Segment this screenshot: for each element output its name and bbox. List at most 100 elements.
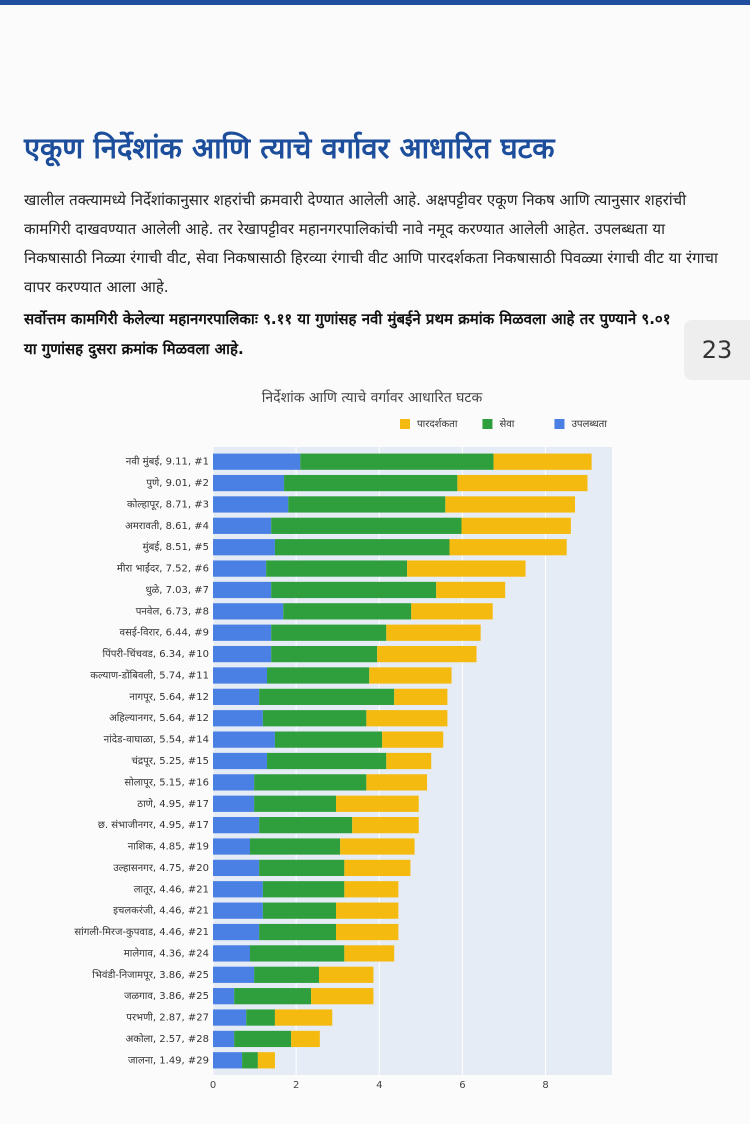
bar-segment [254,795,337,812]
bar-segment [213,517,272,534]
y-tick-label: अमरावती, 8.61, #4 [125,520,209,532]
bar-segment [254,966,319,983]
bar-segment [259,923,337,941]
bar-segment [213,988,235,1005]
y-tick-label: नाशिक, 4.85, #19 [128,841,209,853]
bar-segment [262,710,367,727]
bar-segment [366,774,428,791]
bar-segment [246,1009,275,1026]
bar-segment [213,624,272,641]
bar-segment [288,496,446,513]
y-tick-label: मालेगाव, 4.36, #24 [124,947,209,959]
bar-segment [213,731,275,748]
y-tick-label: अहिल्यानगर, 5.64, #12 [109,712,209,724]
bar-segment [213,1052,243,1069]
legend-swatch [400,419,410,429]
y-tick-label: जळगाव, 3.86, #25 [124,991,209,1002]
y-tick-label: इचलकरंजी, 4.46, #21 [113,905,209,917]
bar-segment [213,795,255,812]
x-tick-label: 0 [210,1080,216,1091]
y-tick-label: कोल्हापूर, 8.71, #3 [127,498,209,510]
y-tick-label: वसई-विरार, 6.44, #9 [120,627,209,639]
bar-segment [213,539,275,556]
bar-segment [340,838,415,855]
bar-segment [344,945,395,962]
highlight: सर्वोत्तम कामगिरी केलेल्या महानगरपालिकाः… [24,310,671,358]
bar-segment [213,1030,235,1048]
paragraph: खालील तक्त्यामध्ये निर्देशांकानुसार शहरा… [24,191,718,296]
y-tick-label: सोलापूर, 5.15, #16 [124,776,209,788]
bar-segment [267,667,370,684]
y-tick-label: पुणे, 9.01, #2 [146,477,209,489]
y-tick-label: अकोला, 2.57, #28 [126,1033,209,1045]
bar-segment [213,838,250,855]
legend-swatch [482,419,493,429]
chart-title: निर्देशांक आणि त्याचे वर्गावर आधारित घटक [262,389,483,406]
bar-segment [213,902,263,919]
bar-segment [213,645,272,663]
x-tick-label: 2 [293,1080,299,1091]
bar-segment [262,881,345,898]
legend-swatch [554,419,565,429]
bar-segment [213,945,250,962]
bar-segment [344,881,399,898]
bar-segment [436,581,506,599]
bar-segment [234,1030,292,1048]
bar-segment [284,474,458,492]
bar-segment [271,624,387,641]
y-tick-label: जालना, 1.49, #29 [128,1055,209,1066]
bar-segment [213,710,263,727]
bar-segment [271,581,437,599]
bar-segment [213,774,255,791]
bar-segment [213,881,263,898]
x-tick-label: 8 [542,1080,548,1091]
y-tick-label: कल्याण-डोंबिवली, 5.74, #11 [90,669,209,681]
bar-segment [283,603,412,620]
bar-segment [382,731,444,748]
bar-segment [213,1009,247,1026]
bar-segment [300,453,494,470]
top-bar [0,0,750,5]
bar-segment [259,859,345,877]
y-tick-label: मुंबई, 8.51, #5 [143,541,209,553]
bar-segment [249,838,341,855]
bar-segment [257,1052,275,1069]
bar-segment [377,645,477,663]
bar-segment [213,752,268,770]
bar-segment [213,474,285,492]
y-tick-label: भिवंडी-निजामपूर, 3.86, #25 [92,969,209,981]
bar-segment [369,667,452,684]
x-tick-label: 6 [459,1080,465,1091]
bar-segment [336,923,399,941]
bar-segment [259,688,395,705]
y-tick-label: लातूर, 4.46, #21 [134,884,209,895]
bar-segment [394,688,448,705]
bar-segment [249,945,345,962]
bar-segment [274,1009,333,1026]
bar-segment [213,667,268,684]
bar-segment [267,752,387,770]
bar-segment [407,560,526,577]
bar-segment [213,560,267,577]
y-tick-label: ठाणे, 4.95, #17 [137,798,209,810]
bar-segment [213,453,301,470]
y-tick-label: पिंपरी-चिंचवड, 6.34, #10 [102,648,209,660]
y-tick-label: सांगली-मिरज-कुपवाड, 4.46, #21 [74,926,209,938]
bar-segment [386,752,432,770]
y-tick-label: नांदेड-वाघाळा, 5.54, #14 [104,734,209,746]
bar-segment [366,710,448,727]
bar-segment [213,688,260,705]
bar-segment [271,645,378,663]
bar-segment [291,1030,320,1048]
bar-segment [318,966,374,983]
bar-segment [213,859,260,877]
bar-segment [213,603,284,620]
bar-segment [254,774,367,791]
bar-segment [411,603,493,620]
heading: एकूण निर्देशांक आणि त्याचे वर्गावर आधारि… [24,131,555,165]
bar-segment [262,902,337,919]
bar-segment [336,902,399,919]
y-tick-label: चंद्रपूर, 5.25, #15 [131,755,209,767]
